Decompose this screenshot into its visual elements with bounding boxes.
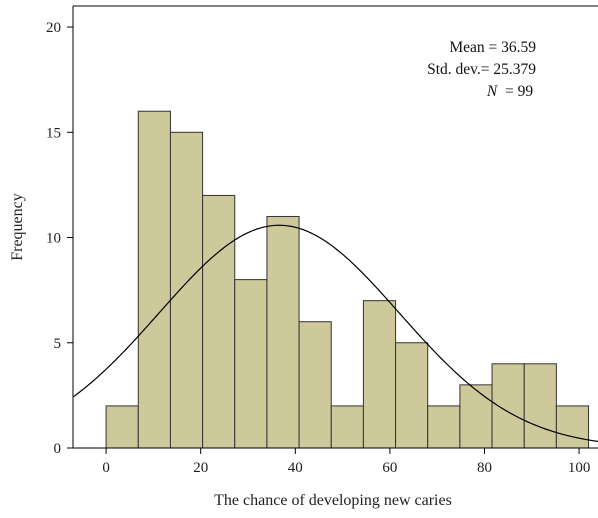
x-tick-label-60: 60 [382, 460, 397, 476]
histogram-bar-7 [330, 405, 364, 449]
histogram-bar-11 [459, 384, 493, 449]
histogram-bar-4 [234, 279, 268, 449]
stat-n-symbol: N [486, 83, 499, 100]
x-tick-label-0: 0 [102, 460, 110, 476]
y-tick-label-15: 15 [46, 125, 61, 141]
stat-std-dev: Std. dev.= 25.379 [427, 61, 536, 78]
stat-mean: Mean = 36.59 [449, 39, 536, 56]
histogram-bar-1 [137, 110, 171, 449]
statistics-box: Mean = 36.59 Std. dev.= 25.379 N = 99 [427, 39, 536, 100]
x-tick-label-20: 20 [193, 460, 208, 476]
y-axis-title: Frequency [9, 193, 26, 261]
histogram-bar-13 [523, 363, 557, 449]
histogram-bar-8 [362, 300, 397, 449]
histogram-bar-3 [202, 194, 236, 449]
plot-area: 0 20 40 60 80 100 0 5 10 15 20 [46, 5, 598, 476]
histogram-bar-2 [169, 131, 204, 449]
stat-n-value: = 99 [505, 83, 533, 100]
histogram-bar-6 [298, 321, 332, 449]
x-axis-title: The chance of developing new caries [214, 492, 452, 509]
histogram-bar-0 [105, 405, 139, 449]
y-tick-label-20: 20 [46, 20, 61, 36]
histogram-bar-14 [555, 405, 590, 449]
histogram-bar-12 [491, 363, 525, 449]
histogram-bar-9 [395, 342, 429, 449]
normal-curve [72, 224, 598, 443]
histogram-bar-5 [266, 215, 300, 449]
y-tick-label-0: 0 [54, 441, 62, 457]
stat-n: N = 99 [486, 83, 534, 100]
y-tick-label-10: 10 [46, 231, 61, 247]
x-tick-label-40: 40 [288, 460, 303, 476]
histogram-bar-10 [427, 405, 461, 449]
x-tick-label-80: 80 [477, 460, 492, 476]
x-tick-label-100: 100 [568, 460, 591, 476]
y-tick-label-5: 5 [54, 336, 62, 352]
